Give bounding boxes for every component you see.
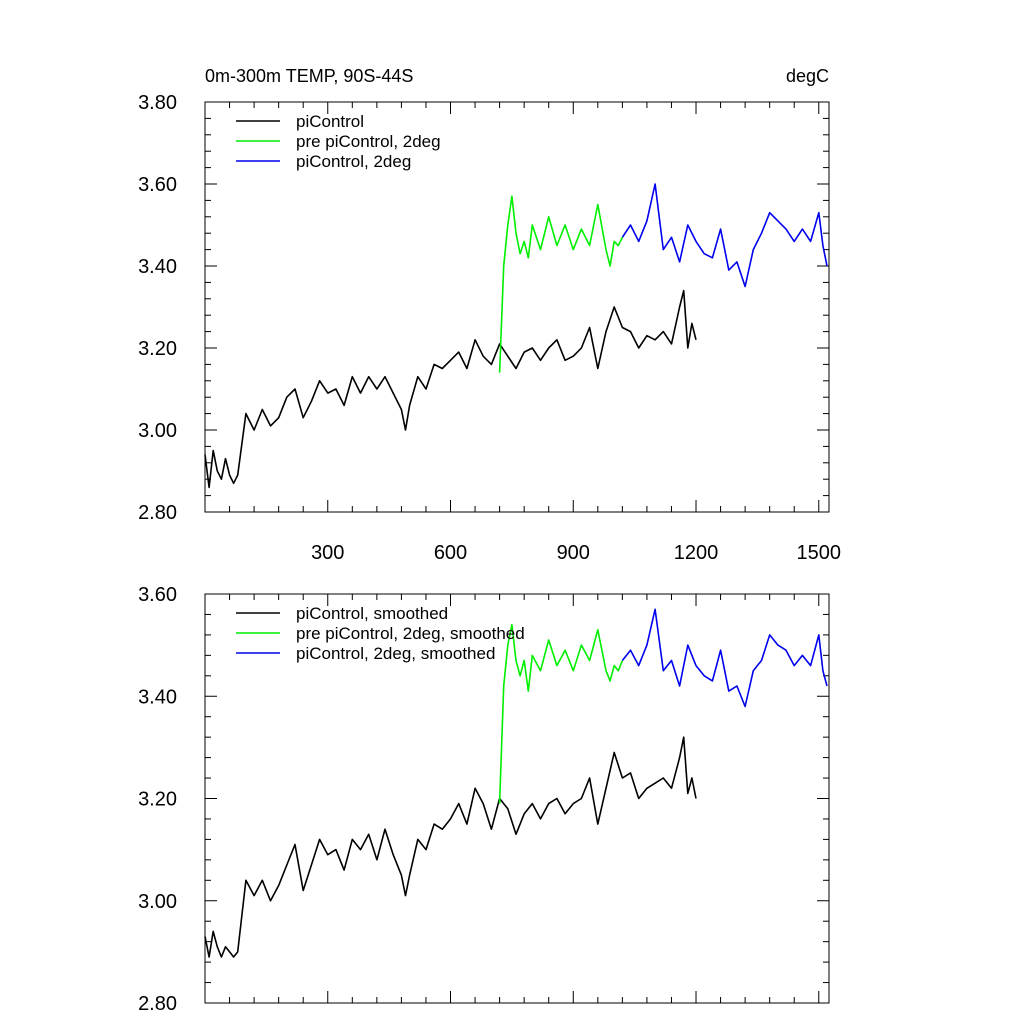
y-tick-label: 3.00 bbox=[138, 891, 177, 913]
legend-label: pre piControl, 2deg bbox=[296, 132, 441, 151]
series-line-1 bbox=[498, 195, 624, 373]
y-tick-label: 3.20 bbox=[138, 338, 177, 360]
legend-label: piControl, smoothed bbox=[296, 604, 448, 623]
y-tick-label: 3.60 bbox=[138, 174, 177, 196]
series-line-2 bbox=[621, 608, 828, 708]
chart-units-label: degC bbox=[786, 66, 829, 86]
legend-label: piControl bbox=[296, 112, 364, 131]
y-tick-label: 3.60 bbox=[138, 584, 177, 606]
y-tick-label: 3.40 bbox=[138, 256, 177, 278]
x-tick-label: 600 bbox=[434, 542, 467, 564]
legend-label: piControl, 2deg bbox=[296, 152, 411, 171]
x-tick-label: 1500 bbox=[797, 542, 842, 564]
x-tick-label: 300 bbox=[311, 542, 344, 564]
x-tick-label: 900 bbox=[557, 542, 590, 564]
y-tick-label: 2.80 bbox=[138, 993, 177, 1015]
top-panel: 2.80 3.00 3.20 3.40 3.60 3.80 300 600 900 1200 150… bbox=[138, 92, 841, 564]
y-tick-label: 3.00 bbox=[138, 420, 177, 442]
series-line-2 bbox=[621, 183, 828, 288]
x-tick-label: 1200 bbox=[674, 542, 719, 564]
series-line-0 bbox=[204, 736, 697, 958]
y-tick-label: 3.40 bbox=[138, 686, 177, 708]
series-line-1 bbox=[498, 623, 624, 804]
y-tick-label: 3.20 bbox=[138, 789, 177, 811]
series-line-0 bbox=[204, 289, 697, 489]
legend-label: pre piControl, 2deg, smoothed bbox=[296, 624, 525, 643]
legend-label: piControl, 2deg, smoothed bbox=[296, 644, 495, 663]
chart-title: 0m-300m TEMP, 90S-44S bbox=[205, 66, 413, 86]
y-tick-label: 3.80 bbox=[138, 92, 177, 114]
y-tick-label: 2.80 bbox=[138, 502, 177, 524]
plot-frame bbox=[204, 101, 830, 513]
